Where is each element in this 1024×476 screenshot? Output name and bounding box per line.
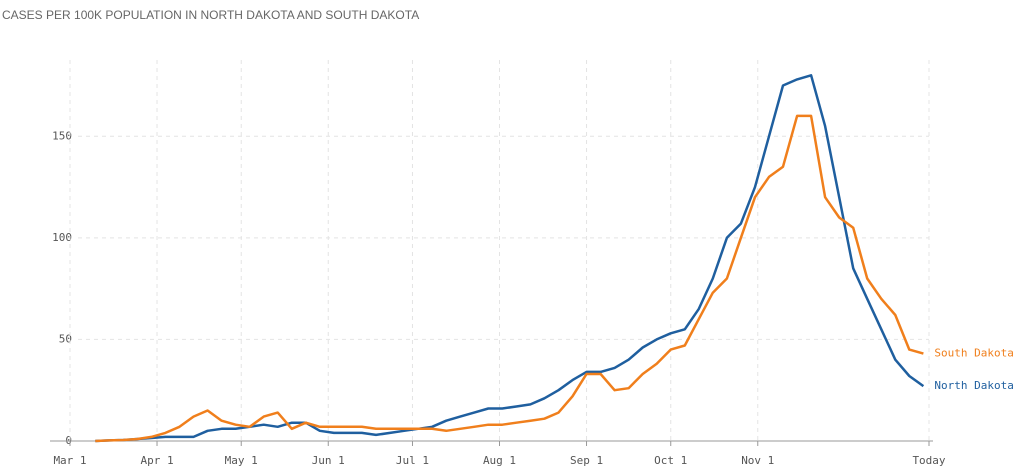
chart-title: CASES PER 100K POPULATION IN NORTH DAKOT… [2, 8, 419, 22]
x-tick-label: Oct 1 [654, 454, 687, 467]
x-tick-label: Sep 1 [570, 454, 603, 467]
x-tick-label: Mar 1 [53, 454, 86, 467]
x-tick-label: Today [912, 454, 945, 467]
series-line [95, 114, 924, 443]
y-tick-label: 50 [59, 332, 72, 345]
x-tick-label: Nov 1 [741, 454, 774, 467]
y-tick-label: 150 [52, 129, 72, 142]
x-tick-label: Jun 1 [312, 454, 345, 467]
x-tick-label: Apr 1 [140, 454, 173, 467]
series-label: South Dakota [934, 347, 1013, 360]
series-label: North Dakota [934, 379, 1013, 392]
x-tick-label: May 1 [225, 454, 258, 467]
series-line [95, 74, 925, 443]
y-tick-label: 100 [52, 231, 72, 244]
x-tick-label: Jul 1 [396, 454, 429, 467]
x-tick-label: Aug 1 [483, 454, 516, 467]
